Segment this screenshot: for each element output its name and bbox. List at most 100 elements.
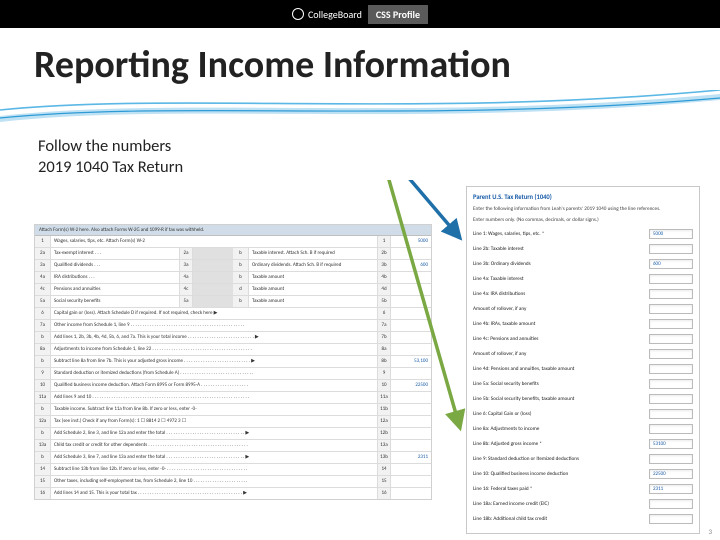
panel-input[interactable] <box>649 454 693 464</box>
panel-line-label: Line 5b: Social security benefits, taxab… <box>473 396 645 402</box>
form-line-label: Adjustments to income from Schedule 1, l… <box>51 344 377 355</box>
panel-input[interactable]: 2311 <box>649 484 693 494</box>
form-line-label: Ordinary dividends. Attach Sch. B if req… <box>249 260 377 271</box>
panel-input[interactable]: 53100 <box>649 439 693 449</box>
panel-input[interactable]: 600 <box>649 259 693 269</box>
form-line-label: Qualified dividends . . . <box>51 260 179 271</box>
form-line-number: 2a <box>35 248 51 259</box>
slide: CollegeBoard CSS Profile Reporting Incom… <box>0 0 720 540</box>
form-amount <box>391 476 431 487</box>
form-amount: 53,100 <box>391 356 431 367</box>
form-amount <box>391 320 431 331</box>
form-line-label: Taxable amount <box>249 296 377 307</box>
form-line-number: b <box>233 296 249 307</box>
form-line-label: Wages, salaries, tips, etc. Attach Form(… <box>51 236 377 247</box>
form-1040: Attach Form(s) W-2 here. Also attach For… <box>34 224 432 500</box>
form-box: 4c <box>179 284 193 295</box>
panel-line-label: Line 16: Federal taxes paid * <box>473 486 645 492</box>
form-amount <box>391 332 431 343</box>
panel-input[interactable]: 22500 <box>649 469 693 479</box>
panel-row: Line 5a: Social security benefits <box>473 379 693 389</box>
form-row: 3aQualified dividends . . .3abOrdinary d… <box>35 260 431 272</box>
panel-line-label: Line 5a: Social security benefits <box>473 381 645 387</box>
form-row: 6Capital gain or (loss). Attach Schedule… <box>35 308 431 320</box>
form-amount <box>391 368 431 379</box>
form-line-label: Add Schedule 3, line 7, and line 13a and… <box>51 452 377 463</box>
panel-input[interactable] <box>649 394 693 404</box>
form-box: 6 <box>377 308 391 319</box>
panel-row: Line 8a: Adjustments to income <box>473 424 693 434</box>
form-amount <box>193 260 233 271</box>
form-row: 4cPensions and annuities4cdTaxable amoun… <box>35 284 431 296</box>
panel-intro: Enter the following information from Lea… <box>473 206 693 213</box>
panel-input[interactable]: 5000 <box>649 229 693 239</box>
form-line-number: b <box>35 332 51 343</box>
form-amount <box>391 404 431 415</box>
form-row: bSubtract line 8a from line 7b. This is … <box>35 356 431 368</box>
panel-input[interactable] <box>649 289 693 299</box>
form-line-number: 5a <box>35 296 51 307</box>
form-line-label: Tax-exempt interest . . . <box>51 248 179 259</box>
form-1040-header: Attach Form(s) W-2 here. Also attach For… <box>35 225 431 236</box>
panel-input[interactable] <box>649 364 693 374</box>
form-row: 13aChild tax credit or credit for other … <box>35 440 431 452</box>
form-amount <box>391 272 431 283</box>
form-row: 15Other taxes, including self-employment… <box>35 476 431 488</box>
panel-line-label: Line 4b: IRAs, taxable amount <box>473 321 645 327</box>
panel-input[interactable] <box>649 274 693 284</box>
form-line-number: b <box>35 356 51 367</box>
page-number: 3 <box>708 527 712 536</box>
panel-input[interactable] <box>649 409 693 419</box>
acorn-icon <box>292 8 304 20</box>
subtitle-line2: 2019 1040 Tax Return <box>38 157 720 178</box>
panel-input[interactable] <box>649 379 693 389</box>
form-amount <box>391 248 431 259</box>
panel-row: Line 2b: Taxable interest <box>473 244 693 254</box>
panel-input[interactable] <box>649 244 693 254</box>
form-amount <box>391 416 431 427</box>
form-line-label: Taxable interest. Attach Sch. B if requi… <box>249 248 377 259</box>
panel-line-label: Line 4d: Pensions and annuities, taxable… <box>473 366 645 372</box>
panel-row: Line 18b: Additional child tax credit <box>473 514 693 524</box>
panel-input[interactable] <box>649 499 693 509</box>
form-box: 3a <box>179 260 193 271</box>
panel-line-label: Line 8a: Adjustments to income <box>473 426 645 432</box>
panel-input[interactable] <box>649 424 693 434</box>
form-line-number: b <box>233 248 249 259</box>
form-line-number: 14 <box>35 464 51 475</box>
form-line-number: 4a <box>35 272 51 283</box>
form-amount: 22500 <box>391 380 431 391</box>
form-line-number: b <box>233 260 249 271</box>
subtitle: Follow the numbers 2019 1040 Tax Return <box>0 124 720 179</box>
form-amount <box>391 392 431 403</box>
form-box: 4d <box>377 284 391 295</box>
panel-row: Line 16: Federal taxes paid * 2311 <box>473 484 693 494</box>
form-box: 2a <box>179 248 193 259</box>
panel-input[interactable] <box>649 319 693 329</box>
panel-line-label: Line 6: Capital Gain or (loss) <box>473 411 645 417</box>
panel-row: Line 5b: Social security benefits, taxab… <box>473 394 693 404</box>
panel-input[interactable] <box>649 304 693 314</box>
form-box: 16 <box>377 488 391 499</box>
panel-row: Line 10: Qualified business income deduc… <box>473 469 693 479</box>
form-line-number: 13a <box>35 440 51 451</box>
panel-input[interactable] <box>649 514 693 524</box>
form-line-number: 15 <box>35 476 51 487</box>
panel-input[interactable] <box>649 349 693 359</box>
panel-title: Parent U.S. Tax Return (1040) <box>473 193 693 201</box>
panel-input[interactable] <box>649 334 693 344</box>
form-row: 14Subtract line 13b from line 12b. If ze… <box>35 464 431 476</box>
form-line-label: Social security benefits <box>51 296 179 307</box>
wave-divider <box>0 90 720 124</box>
form-line-number: 9 <box>35 368 51 379</box>
form-line-number: b <box>233 272 249 283</box>
panel-row: Line 3b: Ordinary dividends600 <box>473 259 693 269</box>
form-line-number: 10 <box>35 380 51 391</box>
form-row: 9Standard deduction or itemized deductio… <box>35 368 431 380</box>
panel-line-label: Line 18b: Additional child tax credit <box>473 516 645 522</box>
panel-row: Line 4b: IRAs, taxable amount <box>473 319 693 329</box>
form-box: 11b <box>377 404 391 415</box>
form-row: bAdd Schedule 2, line 3, and line 12a an… <box>35 428 431 440</box>
panel-row: Line 8b: Adjusted gross income *53100 <box>473 439 693 449</box>
form-box: 4a <box>179 272 193 283</box>
